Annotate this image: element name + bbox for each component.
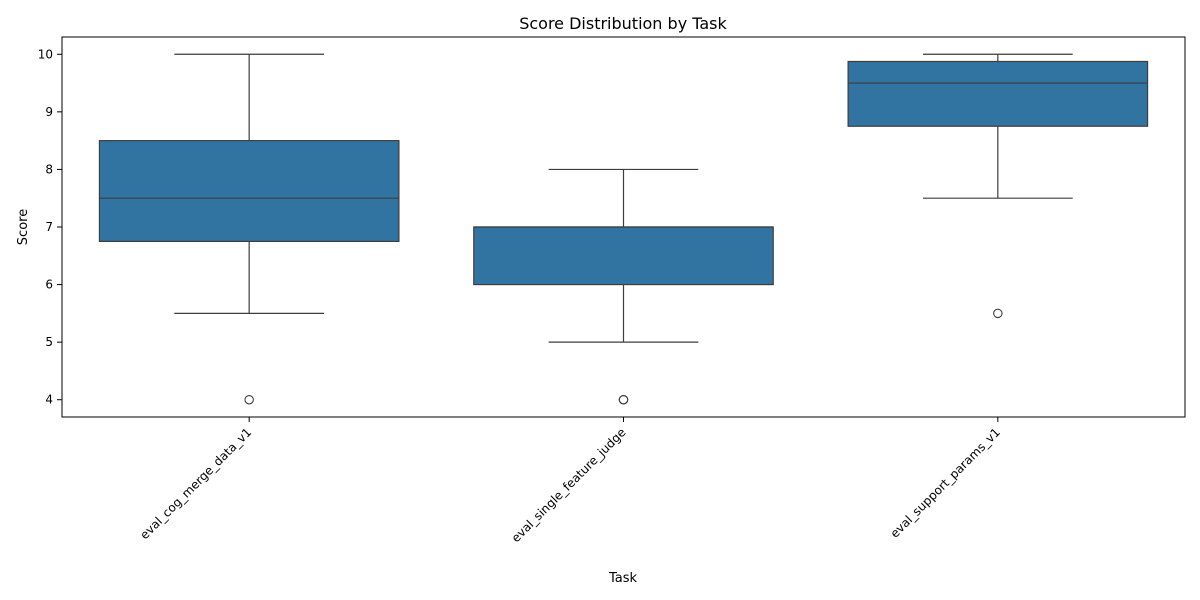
x-axis: eval_cog_merge_data_v1 eval_single_featur… xyxy=(137,417,1003,545)
plot-area xyxy=(61,36,1186,418)
box-group-1 xyxy=(98,53,400,405)
outlier-point xyxy=(618,394,629,405)
x-tick-label: eval_cog_merge_data_v1 xyxy=(137,425,254,542)
box-iqr xyxy=(847,60,1149,127)
y-tick-label: 10 xyxy=(38,47,53,61)
x-axis-label: Task xyxy=(608,571,638,586)
box-group-2 xyxy=(473,168,774,405)
y-tick-label: 7 xyxy=(45,220,53,234)
y-tick-label: 4 xyxy=(45,393,53,407)
chart-title: Score Distribution by Task xyxy=(519,14,727,33)
box-group-3 xyxy=(847,53,1149,319)
y-tick-label: 8 xyxy=(45,162,53,176)
y-tick-label: 6 xyxy=(45,278,53,292)
box-iqr xyxy=(473,226,774,286)
y-axis-label: Score xyxy=(16,209,31,245)
x-tick-label: eval_single_feature_judge xyxy=(509,425,629,545)
x-tick-label: eval_support_params_v1 xyxy=(888,425,1003,540)
y-tick-label: 9 xyxy=(45,105,53,119)
y-tick-label: 5 xyxy=(45,335,53,349)
outlier-point xyxy=(244,394,254,405)
y-axis: 4 5 6 7 8 9 10 xyxy=(38,47,62,407)
box-iqr xyxy=(98,140,400,242)
outlier-point xyxy=(993,308,1003,319)
